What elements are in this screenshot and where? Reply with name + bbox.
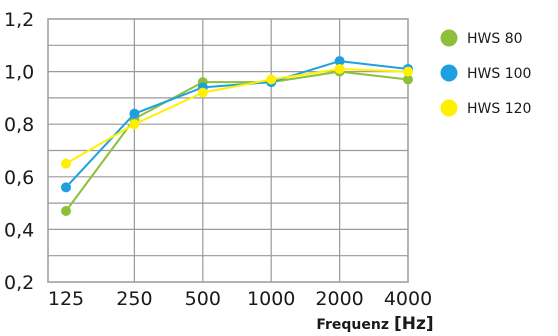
data-point (334, 63, 345, 74)
data-point (61, 158, 71, 169)
x-axis-ticks: 125 250 500 1000 2000 4000 (48, 288, 432, 310)
legend-item: HWS 120 (440, 99, 531, 117)
x-tick-label: 1000 (247, 288, 295, 310)
x-tick-label: 250 (116, 288, 152, 310)
y-axis-ticks: 0,2 0,4 0,6 0,8 1,0 1,2 (4, 9, 34, 294)
data-point (403, 66, 413, 77)
y-tick-label: 1,2 (4, 9, 34, 31)
legend-item: HWS 80 (440, 29, 523, 47)
data-point (334, 56, 345, 67)
data-point (129, 119, 140, 130)
x-tick-label: 4000 (384, 288, 432, 310)
y-tick-label: 1,0 (4, 62, 34, 84)
legend-label: HWS 120 (467, 101, 531, 117)
series-line (65, 60, 409, 188)
x-tick-label: 2000 (315, 288, 363, 310)
legend-marker (440, 99, 458, 117)
legend-marker (440, 64, 458, 82)
series-line (65, 68, 409, 165)
data-point (266, 74, 277, 85)
y-tick-label: 0,4 (4, 219, 34, 241)
x-axis-title: Frequenz [Hz] (316, 314, 433, 334)
x-tick-label: 125 (48, 288, 84, 310)
series-line (65, 70, 409, 212)
data-point (61, 182, 71, 193)
legend: HWS 80 HWS 100 HWS 120 (440, 29, 531, 117)
y-tick-label: 0,8 (4, 114, 34, 136)
data-point (61, 205, 71, 216)
legend-label: HWS 80 (467, 31, 523, 47)
y-tick-label: 0,6 (4, 167, 34, 189)
legend-item: HWS 100 (440, 64, 531, 82)
y-tick-label: 0,2 (4, 272, 34, 294)
data-point (197, 87, 208, 98)
data-point (403, 74, 413, 85)
legend-label: HWS 100 (467, 66, 531, 82)
data-point (129, 108, 140, 119)
series-2 (61, 63, 413, 169)
grid (47, 18, 409, 283)
x-axis-label: Frequenz (316, 317, 389, 333)
x-axis-unit: [Hz] (394, 314, 434, 334)
series-0 (61, 66, 413, 216)
x-tick-label: 500 (185, 288, 221, 310)
legend-marker (440, 29, 458, 47)
series-lines (61, 56, 413, 216)
